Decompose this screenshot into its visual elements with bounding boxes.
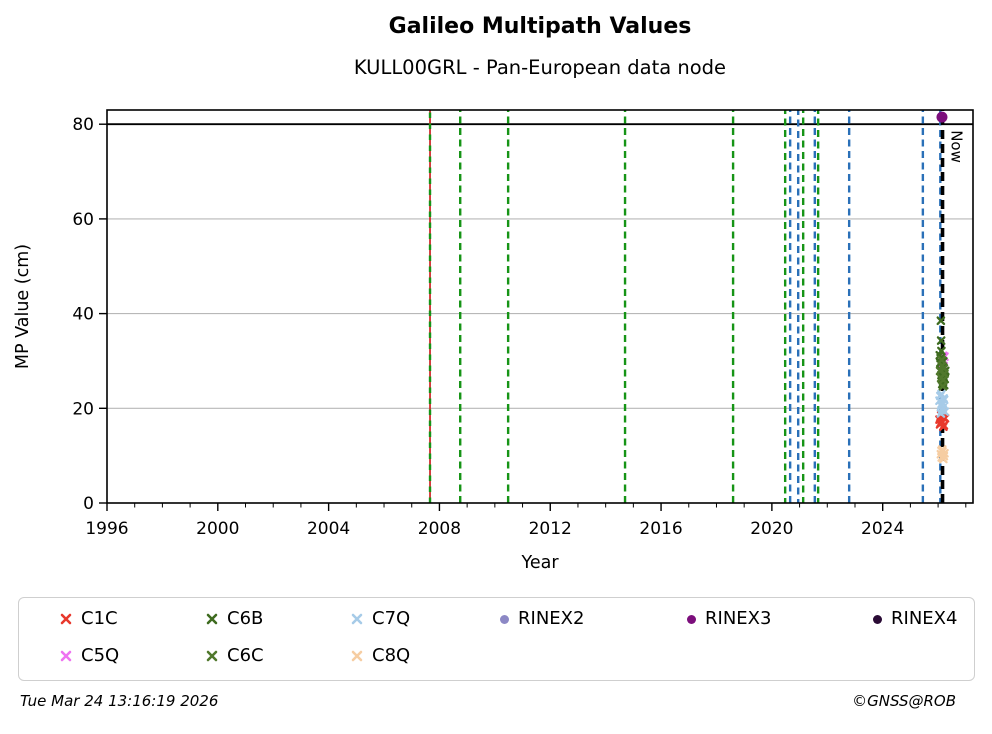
legend-label: RINEX3 [705,608,772,629]
x-tick-label: 2004 [307,519,350,539]
point-c6c [938,382,948,391]
point-c6c [939,364,949,373]
chart-title: Galileo Multipath Values [388,14,692,39]
y-tick-label: 60 [72,210,94,230]
y-tick-label: 0 [83,494,94,514]
legend-label: C5Q [81,645,120,666]
legend-item-c8q: C8Q [351,644,410,668]
point-rinex3 [936,111,948,123]
y-tick-label: 20 [72,399,94,419]
y-tick-label: 40 [72,305,94,325]
c1c-marker-icon [60,613,72,625]
legend-label: RINEX2 [518,608,585,629]
now-label: Now [948,130,966,163]
point-c7q [939,395,949,405]
legend-item-c6b: C6B [206,607,263,631]
legend-item-rinex4: RINEX4 [873,607,957,631]
y-tick-label: 80 [72,115,94,135]
chart-subtitle: KULL00GRL - Pan-European data node [353,56,727,79]
x-tick-label: 2016 [639,519,682,539]
x-tick-label: 2000 [196,519,239,539]
rinex3-marker-icon [687,614,696,624]
c5q-marker-icon [60,650,72,662]
legend-label: C6B [227,608,264,629]
x-tick-label: 2012 [529,519,572,539]
point-c6b [936,336,946,345]
legend-item-c6c: C6C [206,644,264,668]
legend-item-rinex3: RINEX3 [687,607,771,631]
point-c6c [937,355,947,365]
legend-label: RINEX4 [891,608,958,629]
legend-item-c5q: C5Q [60,644,119,668]
point-c7q [936,409,946,418]
credit-label: ©GNSS@ROB [852,692,956,710]
plot-border [106,109,974,504]
x-axis-label: Year [520,553,559,573]
legend-item-c1c: C1C [60,607,118,631]
legend-label: C6C [227,645,264,666]
point-c6b [937,346,946,356]
plot-timestamp: Tue Mar 24 13:16:19 2026 [20,692,219,710]
legend-label: C8Q [372,645,411,666]
c6b-marker-icon [206,613,218,625]
legend-item-rinex2: RINEX2 [500,607,584,631]
point-c6b [936,316,946,326]
chart-canvas: Now 0 20 40 60 80 1996 2000 2004 2008 2012 2016 2020… [13,109,974,573]
legend-item-c7q: C7Q [351,607,410,631]
x-tick-label: 2024 [861,519,904,539]
rinex4-marker-icon [873,614,882,624]
point-c7q [937,389,946,399]
c6c-marker-icon [206,650,218,662]
legend-label: C7Q [372,608,411,629]
x-tick-label: 2020 [750,519,793,539]
y-axis-label: MP Value (cm) [13,244,33,369]
chart-legend: C1C C6B C7Q RINEX2 RINEX3 RINEX4 C5Q C6C C8Q [18,597,975,681]
c7q-marker-icon [351,613,363,625]
x-tick-label: 1996 [85,519,128,539]
rinex2-marker-icon [500,614,509,624]
legend-label: C1C [81,608,118,629]
point-c1c [935,420,945,429]
c8q-marker-icon [351,650,363,662]
x-tick-label: 2008 [418,519,461,539]
point-c8q [940,448,949,458]
